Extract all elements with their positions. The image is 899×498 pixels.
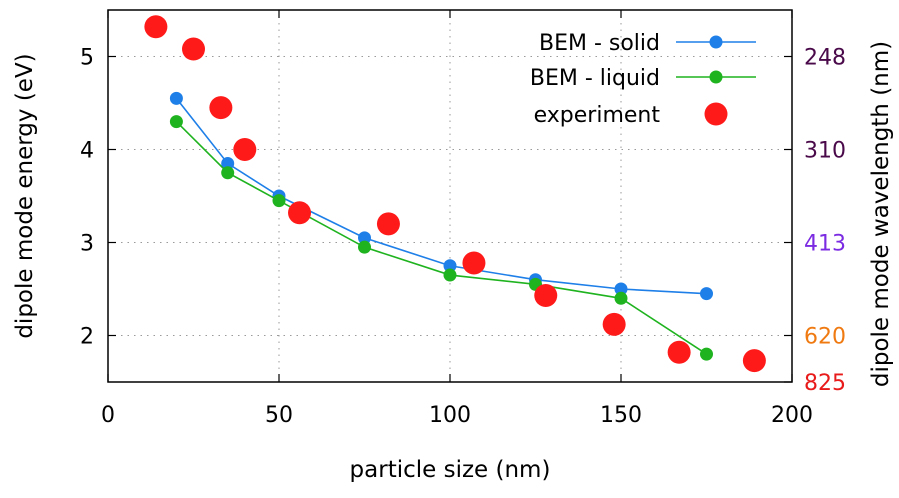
data-point	[233, 138, 257, 161]
x-axis-title: particle size (nm)	[350, 457, 551, 483]
x-tick-label: 0	[101, 403, 115, 428]
data-point	[182, 37, 205, 61]
legend-label: BEM - solid	[539, 31, 660, 56]
series-line	[175, 97, 707, 295]
data-point	[288, 201, 312, 225]
legend-marker	[704, 102, 728, 126]
legend-marker	[709, 35, 723, 49]
grid	[108, 10, 792, 382]
y-tick-label: 2	[80, 325, 94, 350]
x-tick-label: 200	[771, 403, 813, 428]
x-tick-label: 150	[600, 403, 642, 428]
data-point	[742, 349, 766, 373]
data-point	[209, 96, 233, 120]
legend-marker	[709, 70, 723, 84]
data-point	[169, 115, 183, 129]
data-point	[614, 282, 628, 296]
axis-ticks: 0 50 100 150 200 2 3 4 5 248 310 413 620 825	[80, 10, 846, 428]
data-point	[602, 312, 626, 336]
data-point	[221, 156, 235, 170]
series-line	[175, 121, 707, 355]
y-axis-title: dipole mode energy (eV)	[12, 53, 38, 338]
data-point	[272, 194, 286, 208]
data-point	[700, 347, 713, 361]
y2-tick-label: 310	[804, 139, 846, 164]
legend-label: BEM - liquid	[530, 66, 660, 91]
data-point	[169, 91, 183, 105]
y2-tick-label: 248	[804, 46, 846, 71]
data-point	[443, 259, 457, 273]
series-1	[169, 115, 713, 361]
x-tick-label: 100	[429, 403, 471, 428]
data-point	[534, 284, 558, 308]
data-point	[144, 15, 168, 39]
y-tick-label: 3	[80, 232, 94, 257]
y2-axis-title: dipole mode wavelength (nm)	[868, 41, 894, 387]
y2-tick-label: 620	[804, 325, 846, 350]
y2-tick-label: 413	[804, 232, 846, 257]
data-point	[221, 166, 235, 180]
data-point	[700, 287, 713, 301]
legend: BEM - solid BEM - liquid experiment	[530, 31, 756, 128]
x-tick-label: 50	[265, 403, 293, 428]
plot-frame	[107, 9, 793, 383]
y-tick-label: 4	[80, 139, 94, 164]
y2-tick-label: 825	[804, 371, 846, 396]
y-tick-label: 5	[80, 46, 94, 71]
data-point	[376, 212, 400, 236]
data-point	[667, 340, 691, 364]
data-point	[614, 291, 628, 305]
series-layer	[144, 15, 766, 373]
data-point	[358, 240, 371, 254]
series-2	[144, 15, 766, 373]
data-point	[462, 251, 486, 275]
data-point	[358, 231, 371, 245]
legend-label: experiment	[534, 103, 661, 128]
data-point	[443, 268, 457, 282]
